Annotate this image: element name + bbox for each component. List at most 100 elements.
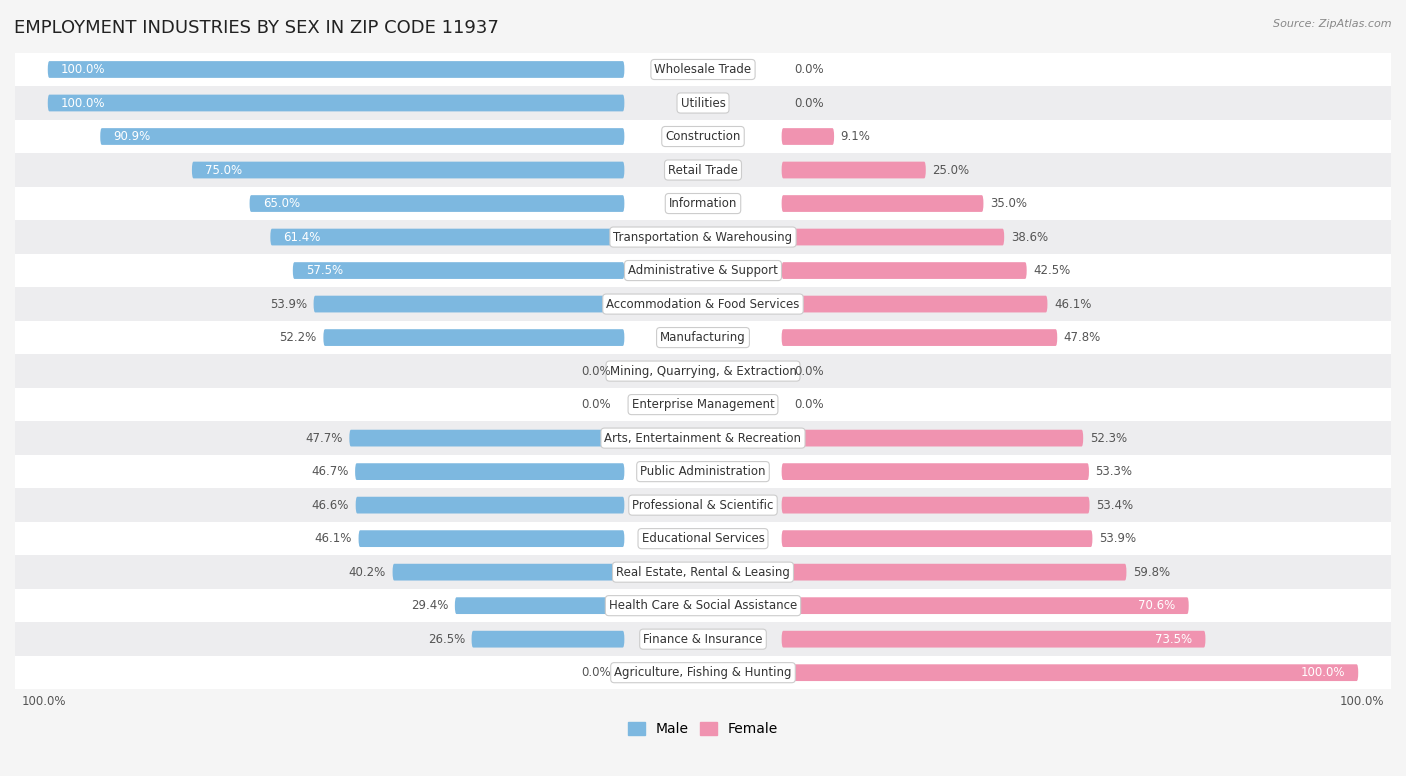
Text: 47.7%: 47.7% bbox=[305, 431, 343, 445]
FancyBboxPatch shape bbox=[782, 430, 1083, 446]
Text: 73.5%: 73.5% bbox=[1156, 632, 1192, 646]
Text: 9.1%: 9.1% bbox=[841, 130, 870, 143]
Text: 42.5%: 42.5% bbox=[1033, 264, 1070, 277]
Bar bbox=[0, 589, 1406, 622]
Text: 52.3%: 52.3% bbox=[1090, 431, 1126, 445]
Text: Retail Trade: Retail Trade bbox=[668, 164, 738, 176]
Text: 100.0%: 100.0% bbox=[60, 63, 105, 76]
Bar bbox=[0, 455, 1406, 488]
Text: 59.8%: 59.8% bbox=[1133, 566, 1170, 579]
Bar bbox=[0, 120, 1406, 154]
Text: EMPLOYMENT INDUSTRIES BY SEX IN ZIP CODE 11937: EMPLOYMENT INDUSTRIES BY SEX IN ZIP CODE… bbox=[14, 19, 499, 37]
Text: 90.9%: 90.9% bbox=[114, 130, 150, 143]
FancyBboxPatch shape bbox=[392, 564, 624, 580]
Bar bbox=[0, 656, 1406, 689]
Text: 100.0%: 100.0% bbox=[60, 96, 105, 109]
Text: Administrative & Support: Administrative & Support bbox=[628, 264, 778, 277]
FancyBboxPatch shape bbox=[456, 598, 624, 614]
Text: 0.0%: 0.0% bbox=[794, 365, 824, 378]
Text: 0.0%: 0.0% bbox=[794, 63, 824, 76]
Text: 0.0%: 0.0% bbox=[582, 398, 612, 411]
Text: Finance & Insurance: Finance & Insurance bbox=[644, 632, 762, 646]
FancyBboxPatch shape bbox=[292, 262, 624, 279]
FancyBboxPatch shape bbox=[359, 530, 624, 547]
FancyBboxPatch shape bbox=[782, 598, 1188, 614]
Bar bbox=[0, 187, 1406, 220]
FancyBboxPatch shape bbox=[782, 296, 1047, 313]
FancyBboxPatch shape bbox=[782, 497, 1090, 514]
FancyBboxPatch shape bbox=[471, 631, 624, 647]
Text: Educational Services: Educational Services bbox=[641, 532, 765, 545]
Text: Accommodation & Food Services: Accommodation & Food Services bbox=[606, 297, 800, 310]
Legend: Male, Female: Male, Female bbox=[623, 717, 783, 742]
Text: 53.9%: 53.9% bbox=[270, 297, 307, 310]
Text: Source: ZipAtlas.com: Source: ZipAtlas.com bbox=[1274, 19, 1392, 29]
Bar bbox=[0, 154, 1406, 187]
Text: Construction: Construction bbox=[665, 130, 741, 143]
Text: Utilities: Utilities bbox=[681, 96, 725, 109]
Text: 0.0%: 0.0% bbox=[794, 398, 824, 411]
Text: 53.4%: 53.4% bbox=[1097, 499, 1133, 511]
Text: Agriculture, Fishing & Hunting: Agriculture, Fishing & Hunting bbox=[614, 666, 792, 679]
Text: 0.0%: 0.0% bbox=[794, 96, 824, 109]
Text: Professional & Scientific: Professional & Scientific bbox=[633, 499, 773, 511]
Bar bbox=[0, 488, 1406, 522]
FancyBboxPatch shape bbox=[782, 530, 1092, 547]
FancyBboxPatch shape bbox=[782, 229, 1004, 245]
Text: Health Care & Social Assistance: Health Care & Social Assistance bbox=[609, 599, 797, 612]
FancyBboxPatch shape bbox=[782, 329, 1057, 346]
Text: Public Administration: Public Administration bbox=[640, 465, 766, 478]
Text: 70.6%: 70.6% bbox=[1139, 599, 1175, 612]
FancyBboxPatch shape bbox=[782, 161, 925, 178]
Text: Transportation & Warehousing: Transportation & Warehousing bbox=[613, 230, 793, 244]
Bar bbox=[0, 53, 1406, 86]
Bar bbox=[0, 254, 1406, 287]
Text: 38.6%: 38.6% bbox=[1011, 230, 1047, 244]
FancyBboxPatch shape bbox=[356, 463, 624, 480]
FancyBboxPatch shape bbox=[323, 329, 624, 346]
Text: Arts, Entertainment & Recreation: Arts, Entertainment & Recreation bbox=[605, 431, 801, 445]
Text: Enterprise Management: Enterprise Management bbox=[631, 398, 775, 411]
Bar bbox=[0, 388, 1406, 421]
FancyBboxPatch shape bbox=[100, 128, 624, 145]
Bar bbox=[0, 556, 1406, 589]
Text: 47.8%: 47.8% bbox=[1064, 331, 1101, 344]
FancyBboxPatch shape bbox=[782, 564, 1126, 580]
Bar bbox=[0, 522, 1406, 556]
Text: 29.4%: 29.4% bbox=[411, 599, 449, 612]
FancyBboxPatch shape bbox=[349, 430, 624, 446]
Bar bbox=[0, 355, 1406, 388]
Text: 26.5%: 26.5% bbox=[427, 632, 465, 646]
Text: 61.4%: 61.4% bbox=[284, 230, 321, 244]
Text: 75.0%: 75.0% bbox=[205, 164, 242, 176]
Text: 35.0%: 35.0% bbox=[990, 197, 1026, 210]
FancyBboxPatch shape bbox=[191, 161, 624, 178]
Text: Manufacturing: Manufacturing bbox=[661, 331, 745, 344]
FancyBboxPatch shape bbox=[270, 229, 624, 245]
FancyBboxPatch shape bbox=[782, 195, 983, 212]
FancyBboxPatch shape bbox=[314, 296, 624, 313]
Text: 25.0%: 25.0% bbox=[932, 164, 970, 176]
Bar bbox=[0, 287, 1406, 320]
Bar bbox=[0, 86, 1406, 120]
Text: 46.1%: 46.1% bbox=[1054, 297, 1091, 310]
Text: 100.0%: 100.0% bbox=[21, 695, 66, 708]
FancyBboxPatch shape bbox=[48, 95, 624, 112]
Text: 65.0%: 65.0% bbox=[263, 197, 299, 210]
Bar bbox=[0, 622, 1406, 656]
Text: 46.7%: 46.7% bbox=[311, 465, 349, 478]
Text: Information: Information bbox=[669, 197, 737, 210]
FancyBboxPatch shape bbox=[782, 128, 834, 145]
Text: 57.5%: 57.5% bbox=[307, 264, 343, 277]
FancyBboxPatch shape bbox=[356, 497, 624, 514]
Text: 0.0%: 0.0% bbox=[582, 666, 612, 679]
Text: 40.2%: 40.2% bbox=[349, 566, 387, 579]
Bar bbox=[0, 421, 1406, 455]
Text: 53.9%: 53.9% bbox=[1099, 532, 1136, 545]
FancyBboxPatch shape bbox=[250, 195, 624, 212]
Text: 100.0%: 100.0% bbox=[1301, 666, 1346, 679]
Text: 0.0%: 0.0% bbox=[582, 365, 612, 378]
FancyBboxPatch shape bbox=[782, 262, 1026, 279]
Text: Real Estate, Rental & Leasing: Real Estate, Rental & Leasing bbox=[616, 566, 790, 579]
FancyBboxPatch shape bbox=[782, 463, 1090, 480]
